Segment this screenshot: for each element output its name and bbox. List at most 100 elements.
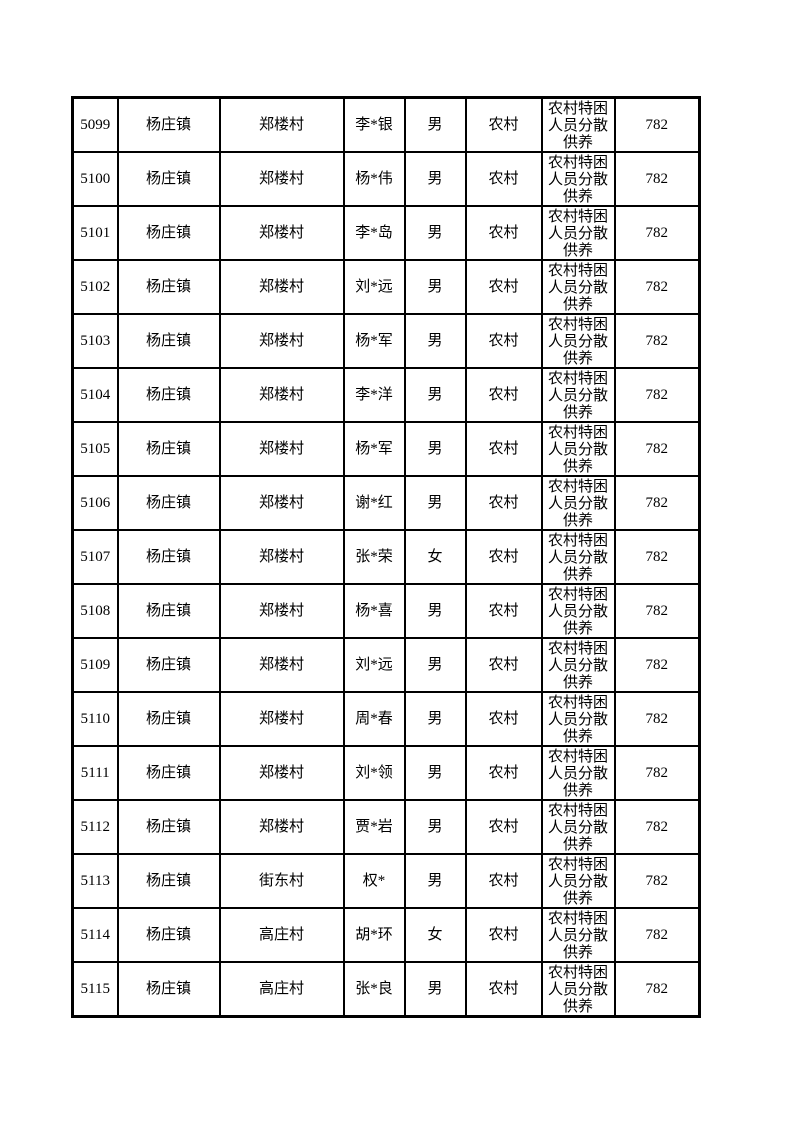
cell-support: 农村特困人员分散供养	[540, 799, 616, 855]
support-type-text: 农村特困人员分散供养	[547, 479, 608, 529]
support-type-text: 农村特困人员分散供养	[547, 209, 608, 259]
cell-area: 农村	[464, 691, 543, 747]
cell-support: 农村特困人员分散供养	[540, 907, 616, 963]
cell-amount: 782	[613, 853, 701, 909]
cell-name: 张*良	[342, 961, 406, 1018]
cell-gender: 男	[403, 745, 467, 801]
cell-gender: 男	[403, 961, 467, 1018]
cell-seq: 5101	[71, 205, 119, 261]
cell-support: 农村特困人员分散供养	[540, 475, 616, 531]
table-row: 5103 杨庄镇 郑楼村 杨*军男农村 农村特困人员分散供养 782	[71, 313, 701, 369]
table-row: 5112 杨庄镇 郑楼村 贾*岩男农村 农村特困人员分散供养 782	[71, 799, 701, 855]
cell-support: 农村特困人员分散供养	[540, 367, 616, 423]
table-row: 5100 杨庄镇 郑楼村 杨*伟男农村 农村特困人员分散供养 782	[71, 151, 701, 207]
cell-name: 杨*喜	[342, 583, 406, 639]
cell-area: 农村	[464, 583, 543, 639]
cell-village: 郑楼村	[218, 151, 345, 207]
cell-town: 杨庄镇	[116, 745, 221, 801]
cell-gender: 女	[403, 529, 467, 585]
cell-village: 郑楼村	[218, 259, 345, 315]
cell-area: 农村	[464, 637, 543, 693]
support-type-text: 农村特困人员分散供养	[547, 749, 608, 799]
cell-gender: 男	[403, 799, 467, 855]
cell-area: 农村	[464, 367, 543, 423]
cell-area: 农村	[464, 151, 543, 207]
welfare-roster-table: 5099 杨庄镇 郑楼村 李*银男农村 农村特困人员分散供养 782 5100 杨庄镇 郑楼村杨…	[71, 96, 701, 1018]
cell-name: 刘*远	[342, 637, 406, 693]
cell-town: 杨庄镇	[116, 367, 221, 423]
support-type-text: 农村特困人员分散供养	[547, 101, 608, 151]
cell-seq: 5099	[71, 96, 119, 153]
table-row: 5107 杨庄镇 郑楼村 张*荣女农村 农村特困人员分散供养 782	[71, 529, 701, 585]
cell-seq: 5108	[71, 583, 119, 639]
support-type-text: 农村特困人员分散供养	[547, 965, 608, 1015]
cell-village: 郑楼村	[218, 367, 345, 423]
table-row: 5104 杨庄镇 郑楼村 李*洋男农村 农村特困人员分散供养 782	[71, 367, 701, 423]
cell-amount: 782	[613, 205, 701, 261]
cell-name: 周*春	[342, 691, 406, 747]
cell-amount: 782	[613, 313, 701, 369]
cell-gender: 男	[403, 853, 467, 909]
cell-town: 杨庄镇	[116, 151, 221, 207]
support-type-text: 农村特困人员分散供养	[547, 155, 608, 205]
cell-name: 李*银	[342, 96, 406, 153]
cell-village: 高庄村	[218, 907, 345, 963]
table-row: 5114 杨庄镇 高庄村 胡*环女农村 农村特困人员分散供养 782	[71, 907, 701, 963]
cell-village: 郑楼村	[218, 799, 345, 855]
table-row: 5115 杨庄镇 高庄村 张*良男农村 农村特困人员分散供养 782	[71, 961, 701, 1018]
cell-seq: 5115	[71, 961, 119, 1018]
cell-name: 张*荣	[342, 529, 406, 585]
cell-support: 农村特困人员分散供养	[540, 313, 616, 369]
cell-support: 农村特困人员分散供养	[540, 961, 616, 1018]
cell-gender: 男	[403, 475, 467, 531]
cell-support: 农村特困人员分散供养	[540, 205, 616, 261]
cell-town: 杨庄镇	[116, 907, 221, 963]
cell-amount: 782	[613, 691, 701, 747]
cell-amount: 782	[613, 367, 701, 423]
cell-seq: 5113	[71, 853, 119, 909]
cell-amount: 782	[613, 799, 701, 855]
cell-area: 农村	[464, 205, 543, 261]
table-body: 5099 杨庄镇 郑楼村 李*银男农村 农村特困人员分散供养 782 5100 杨庄镇 郑楼村杨…	[71, 96, 701, 1018]
cell-gender: 男	[403, 421, 467, 477]
cell-town: 杨庄镇	[116, 583, 221, 639]
cell-support: 农村特困人员分散供养	[540, 583, 616, 639]
support-type-text: 农村特困人员分散供养	[547, 425, 608, 475]
support-type-text: 农村特困人员分散供养	[547, 263, 608, 313]
cell-area: 农村	[464, 961, 543, 1018]
cell-seq: 5104	[71, 367, 119, 423]
cell-area: 农村	[464, 259, 543, 315]
cell-village: 高庄村	[218, 961, 345, 1018]
cell-village: 郑楼村	[218, 313, 345, 369]
cell-town: 杨庄镇	[116, 96, 221, 153]
cell-name: 杨*伟	[342, 151, 406, 207]
cell-support: 农村特困人员分散供养	[540, 637, 616, 693]
cell-name: 杨*军	[342, 421, 406, 477]
cell-gender: 男	[403, 205, 467, 261]
cell-gender: 男	[403, 259, 467, 315]
table-row: 5111 杨庄镇 郑楼村 刘*领男农村 农村特困人员分散供养 782	[71, 745, 701, 801]
support-type-text: 农村特困人员分散供养	[547, 371, 608, 421]
support-type-text: 农村特困人员分散供养	[547, 533, 608, 583]
cell-seq: 5114	[71, 907, 119, 963]
cell-area: 农村	[464, 421, 543, 477]
cell-seq: 5109	[71, 637, 119, 693]
cell-seq: 5103	[71, 313, 119, 369]
cell-town: 杨庄镇	[116, 529, 221, 585]
cell-town: 杨庄镇	[116, 259, 221, 315]
cell-amount: 782	[613, 529, 701, 585]
cell-town: 杨庄镇	[116, 475, 221, 531]
cell-support: 农村特困人员分散供养	[540, 853, 616, 909]
table-row: 5102 杨庄镇 郑楼村 刘*远男农村 农村特困人员分散供养 782	[71, 259, 701, 315]
support-type-text: 农村特困人员分散供养	[547, 803, 608, 853]
cell-town: 杨庄镇	[116, 637, 221, 693]
cell-village: 郑楼村	[218, 421, 345, 477]
cell-name: 李*岛	[342, 205, 406, 261]
cell-village: 郑楼村	[218, 205, 345, 261]
cell-amount: 782	[613, 259, 701, 315]
cell-area: 农村	[464, 529, 543, 585]
cell-gender: 男	[403, 151, 467, 207]
cell-support: 农村特困人员分散供养	[540, 691, 616, 747]
cell-gender: 男	[403, 637, 467, 693]
cell-village: 郑楼村	[218, 475, 345, 531]
